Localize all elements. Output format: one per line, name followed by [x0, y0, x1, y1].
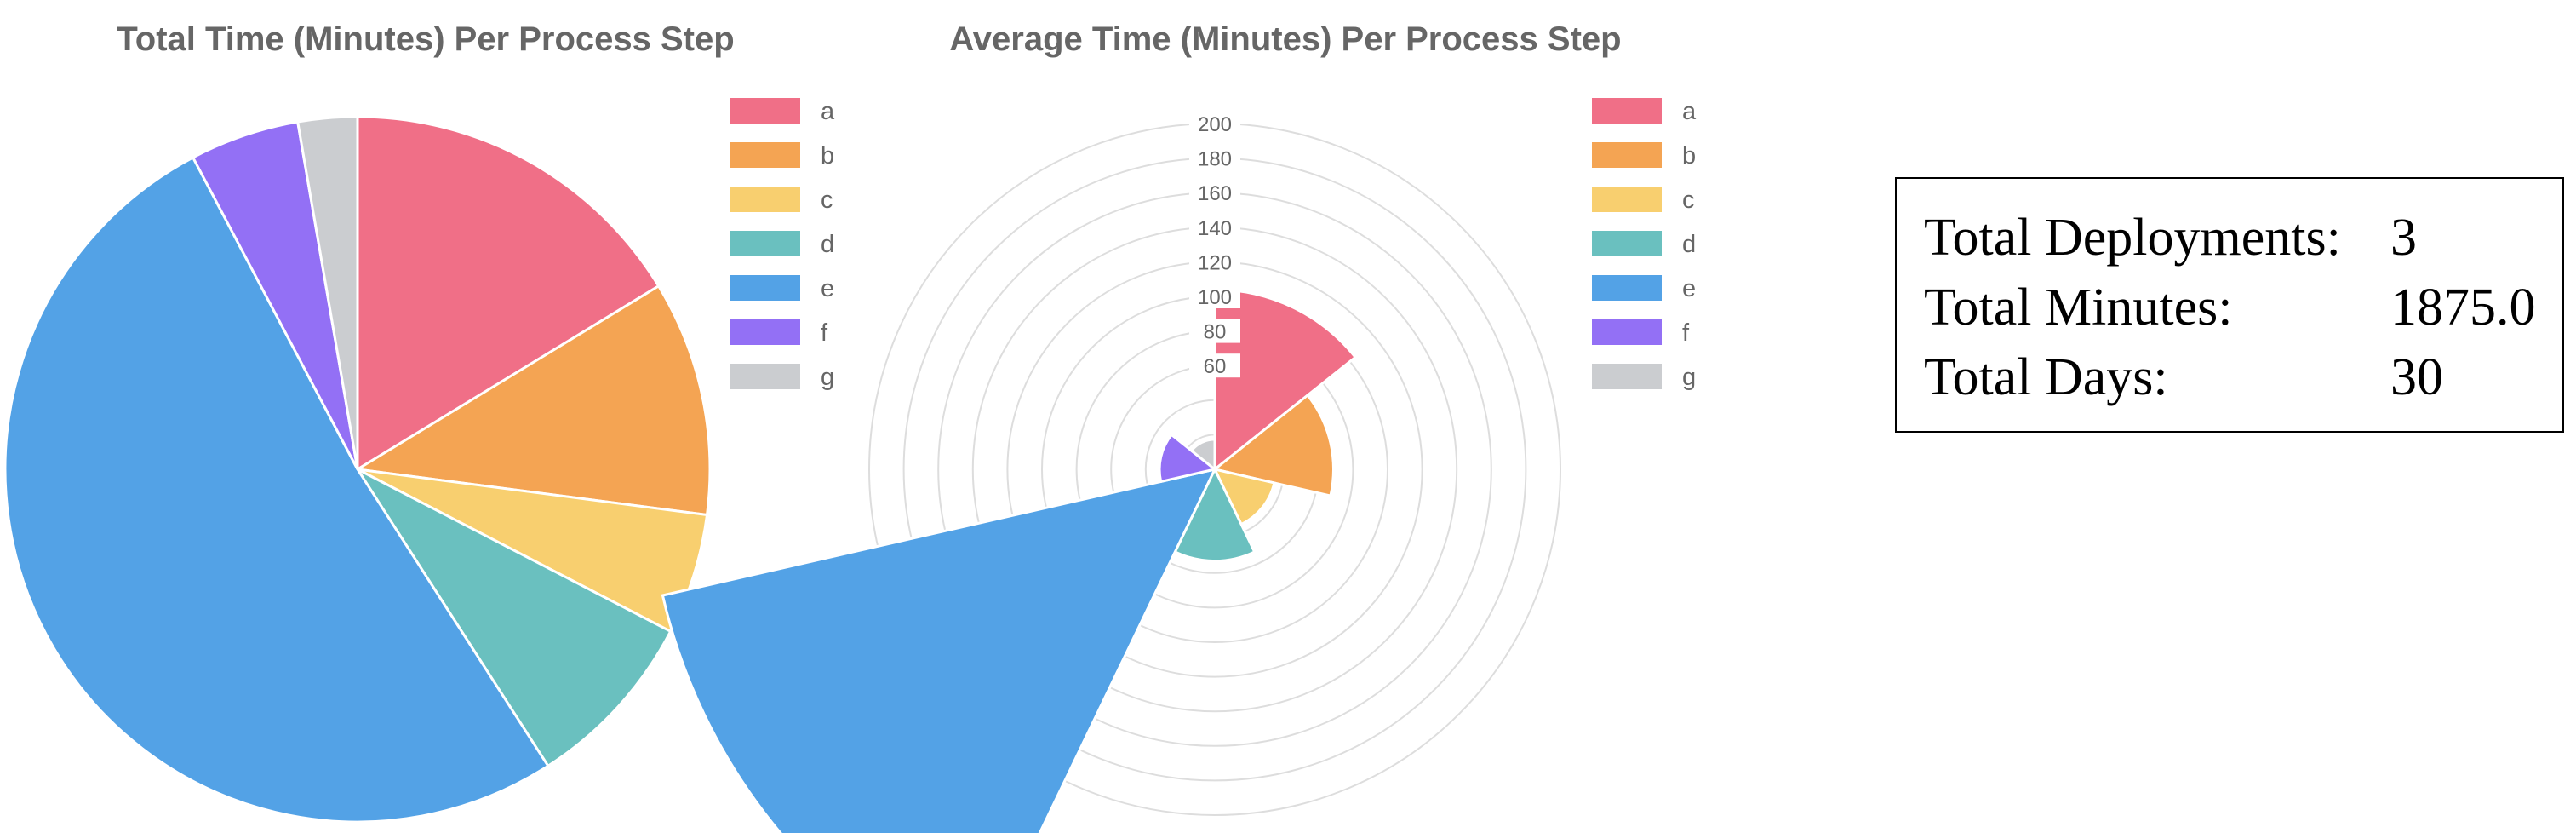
pie-legend-label-g: g [821, 364, 834, 391]
polar-tick-backdrop-140 [1189, 215, 1240, 239]
pie-legend-swatch-c [730, 187, 800, 212]
pie-chart-title: Total Time (Minutes) Per Process Step [117, 20, 735, 58]
polar-tick-backdrop-100 [1189, 284, 1240, 308]
pie-legend-label-e: e [821, 275, 834, 302]
polar-legend-label-d: d [1682, 231, 1696, 258]
polar-tick-backdrop-160 [1189, 181, 1240, 205]
pie-legend-swatch-e [730, 275, 800, 301]
polar-tick-backdrop-120 [1189, 250, 1240, 274]
polar-legend-swatch-d [1592, 231, 1662, 256]
minutes-label: Total Minutes: [1924, 279, 2233, 336]
pie-legend-swatch-g [730, 364, 800, 389]
pie-legend-label-d: d [821, 231, 834, 258]
polar-tick-backdrop-60 [1189, 353, 1240, 378]
polar-legend-label-c: c [1682, 187, 1695, 214]
polar-slice-d [1173, 466, 1257, 563]
polar-legend-label-e: e [1682, 275, 1696, 302]
pie-legend-swatch-f [730, 319, 800, 345]
pie-slice-e [3, 155, 550, 824]
summary-box: Total Deployments: 3 Total Minutes: 1875… [1895, 177, 2564, 433]
polar-legend-label-f: f [1682, 319, 1690, 347]
polar-slice-f [1158, 433, 1218, 484]
polar-legend-label-g: g [1682, 364, 1696, 391]
pie-legend-swatch-b [730, 142, 800, 168]
polar-legend-label-a: a [1682, 98, 1697, 125]
deployments-label: Total Deployments: [1924, 209, 2341, 267]
polar-tick-backdrop-80 [1189, 319, 1240, 343]
deployments-value: 3 [2390, 209, 2417, 267]
polar-slice-c [1212, 467, 1276, 526]
pie-legend-label-a: a [821, 98, 835, 125]
polar-legend-swatch-a [1592, 98, 1662, 124]
polar-legend-swatch-g [1592, 364, 1662, 389]
days-label: Total Days: [1924, 348, 2168, 406]
polar-legend-swatch-b [1592, 142, 1662, 168]
minutes-value: 1875.0 [2390, 279, 2536, 336]
polar-legend-label-b: b [1682, 142, 1696, 169]
polar-tick-label-80: 80 [1204, 321, 1227, 344]
polar-tick-label-100: 100 [1198, 286, 1232, 309]
polar-chart-title: Average Time (Minutes) Per Process Step [949, 20, 1622, 58]
pie-slice-g [295, 115, 359, 470]
pie-legend-swatch-d [730, 231, 800, 256]
polar-slice-b [1211, 393, 1335, 497]
pie-legend-label-f: f [821, 319, 828, 347]
pie-slice-b [353, 284, 712, 517]
polar-legend-swatch-e [1592, 275, 1662, 301]
polar-tick-label-140: 140 [1198, 217, 1232, 240]
polar-tick-backdrop-180 [1189, 146, 1240, 170]
days-value: 30 [2390, 348, 2443, 406]
polar-tick-label-180: 180 [1198, 148, 1232, 171]
polar-slice-e [661, 467, 1217, 833]
pie-legend-swatch-a [730, 98, 800, 124]
pie-slice-a [356, 115, 661, 472]
polar-tick-label-200: 200 [1198, 113, 1232, 136]
polar-legend-swatch-c [1592, 187, 1662, 212]
pie-legend-label-b: b [821, 142, 834, 169]
pie-slice-d [353, 466, 673, 768]
polar-slice-g [1189, 438, 1216, 473]
polar-tick-label-160: 160 [1198, 182, 1232, 205]
pie-legend-label-c: c [821, 187, 833, 214]
polar-tick-label-120: 120 [1198, 251, 1232, 274]
polar-legend-swatch-f [1592, 319, 1662, 345]
polar-tick-label-60: 60 [1204, 355, 1227, 378]
polar-tick-backdrop-200 [1189, 112, 1240, 135]
